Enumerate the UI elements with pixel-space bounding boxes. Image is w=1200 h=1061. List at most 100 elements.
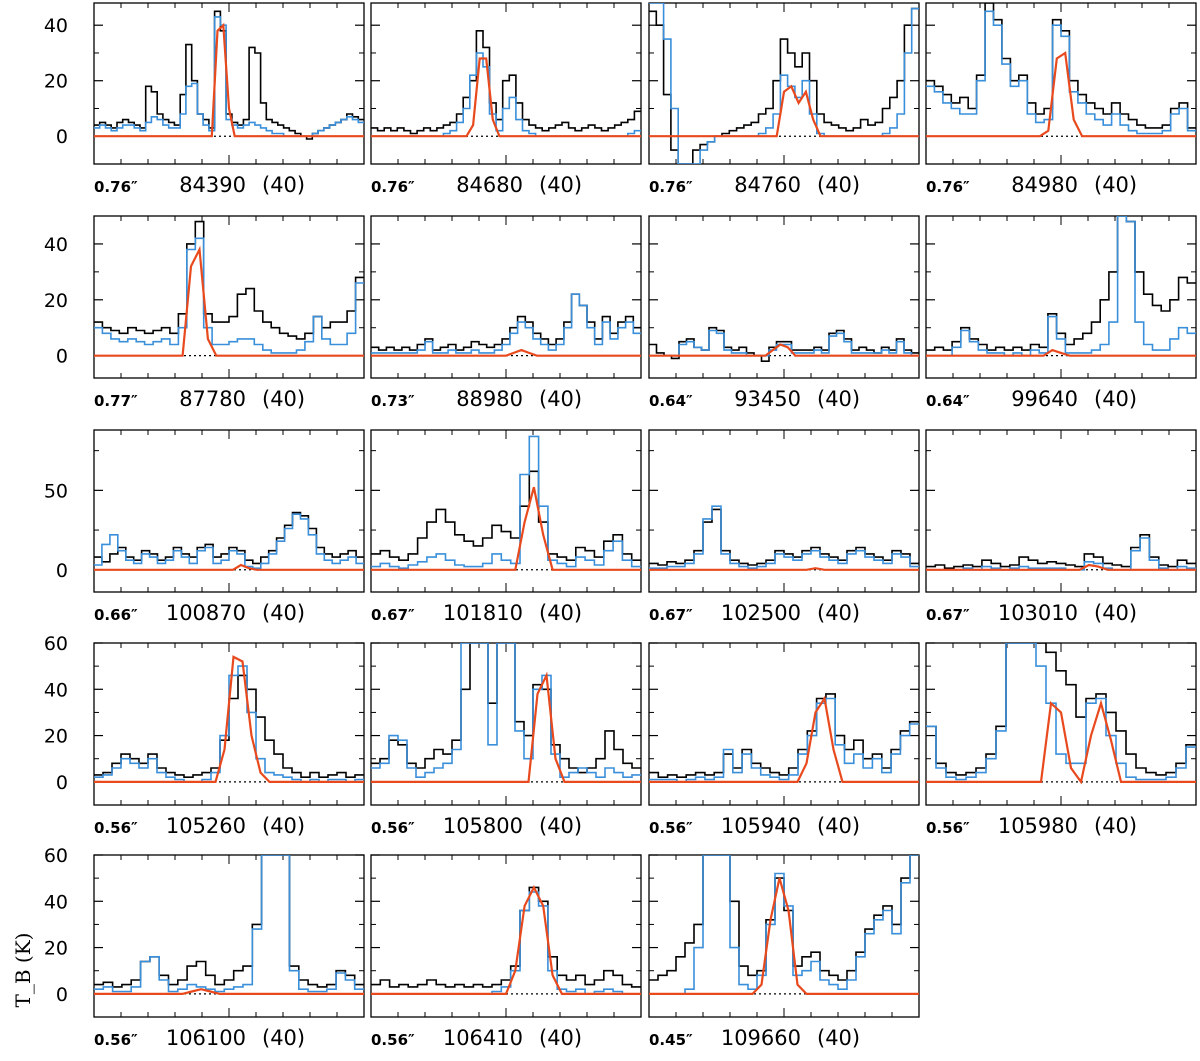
width-label: (40) xyxy=(1094,173,1137,197)
observed-spectrum-line xyxy=(371,470,641,561)
model-all-species-line xyxy=(94,513,364,569)
spectra-group xyxy=(649,855,919,995)
y-tick-label: 0 xyxy=(56,126,68,148)
width-label: (40) xyxy=(262,1026,305,1050)
y-tick-label: 20 xyxy=(44,290,68,312)
width-label: (40) xyxy=(262,814,305,838)
model-all-species-line xyxy=(371,643,641,778)
width-label: (40) xyxy=(539,601,582,625)
model-species-line xyxy=(926,563,1196,571)
y-axis-label: T_B (K) xyxy=(11,933,35,1008)
model-all-species-line xyxy=(649,855,919,995)
observed-spectrum-line xyxy=(94,220,364,340)
y-tick-label: 50 xyxy=(44,480,68,502)
frequency-label: 100870 xyxy=(166,601,246,625)
model-all-species-line xyxy=(94,855,364,993)
frequency-label: 105980 xyxy=(998,814,1078,838)
model-species-line xyxy=(649,695,919,783)
resolution-label: 0.56″ xyxy=(926,819,970,837)
resolution-label: 0.76″ xyxy=(926,178,970,196)
frequency-label: 106410 xyxy=(443,1026,523,1050)
width-label: (40) xyxy=(262,387,305,411)
panel-frame xyxy=(93,854,365,1018)
resolution-label: 0.64″ xyxy=(649,392,693,410)
observed-spectrum-line xyxy=(371,643,641,774)
resolution-label: 0.76″ xyxy=(371,178,415,196)
panel-84760 xyxy=(648,2,920,165)
resolution-label: 0.73″ xyxy=(371,392,415,410)
panel-88980 xyxy=(370,215,642,379)
spectra-group xyxy=(926,534,1196,571)
frequency-label: 84760 xyxy=(734,173,801,197)
resolution-label: 0.64″ xyxy=(926,392,970,410)
width-label: (40) xyxy=(817,1026,860,1050)
resolution-label: 0.76″ xyxy=(94,178,138,196)
width-label: (40) xyxy=(539,173,582,197)
panel-105260 xyxy=(93,642,365,806)
model-species-line xyxy=(94,563,364,571)
observed-spectrum-line xyxy=(649,7,919,164)
spectra-group xyxy=(371,643,641,783)
panel-105980 xyxy=(925,642,1197,806)
model-species-line xyxy=(926,699,1196,785)
panel-frame xyxy=(648,2,920,165)
frequency-label: 84980 xyxy=(1011,173,1078,197)
resolution-label: 0.56″ xyxy=(371,819,415,837)
width-label: (40) xyxy=(817,814,860,838)
y-tick-label: 20 xyxy=(44,71,68,93)
model-all-species-line xyxy=(649,505,919,569)
model-all-species-line xyxy=(926,643,1196,781)
observed-spectrum-line xyxy=(926,3,1196,129)
spectra-group xyxy=(649,326,919,362)
panel-87780 xyxy=(93,215,365,379)
panel-93450 xyxy=(648,215,920,379)
frequency-label: 84390 xyxy=(179,173,246,197)
model-all-species-line xyxy=(926,216,1196,357)
panel-frame xyxy=(370,2,642,165)
y-tick-label: 20 xyxy=(44,938,68,960)
model-species-line xyxy=(371,348,641,357)
panel-frame xyxy=(370,429,642,593)
model-species-line xyxy=(926,51,1196,138)
observed-spectrum-line xyxy=(371,293,641,351)
model-all-species-line xyxy=(94,16,364,137)
y-tick-label: 60 xyxy=(44,633,68,655)
panel-99640 xyxy=(925,215,1197,379)
panel-frame xyxy=(648,642,920,806)
frequency-label: 105940 xyxy=(721,814,801,838)
model-all-species-line xyxy=(649,329,919,357)
spectra-group xyxy=(94,511,364,571)
panel-100870 xyxy=(93,429,365,593)
panel-frame xyxy=(93,2,365,165)
model-species-line xyxy=(371,57,641,138)
y-tick-label: 0 xyxy=(56,772,68,794)
panel-frame xyxy=(648,429,920,593)
spectra-group xyxy=(926,3,1196,138)
width-label: (40) xyxy=(262,173,305,197)
frequency-label: 102500 xyxy=(721,601,801,625)
spectra-group xyxy=(649,505,919,571)
model-species-line xyxy=(371,884,641,995)
model-species-line xyxy=(926,348,1196,357)
y-tick-label: 0 xyxy=(56,560,68,582)
frequency-label: 88980 xyxy=(456,387,523,411)
model-all-species-line xyxy=(371,52,641,137)
width-label: (40) xyxy=(1094,601,1137,625)
observed-spectrum-line xyxy=(649,693,919,778)
y-tick-label: 20 xyxy=(44,726,68,748)
observed-spectrum-line xyxy=(371,30,641,135)
width-label: (40) xyxy=(1094,387,1137,411)
panel-frame xyxy=(93,429,365,593)
panel-106100 xyxy=(93,854,365,1018)
spectra-group xyxy=(371,435,641,571)
frequency-label: 87780 xyxy=(179,387,246,411)
panel-84390 xyxy=(93,2,365,165)
model-species-line xyxy=(94,245,364,357)
model-species-line xyxy=(94,988,364,995)
width-label: (40) xyxy=(1094,814,1137,838)
model-all-species-line xyxy=(649,697,919,783)
model-all-species-line xyxy=(649,3,919,164)
model-species-line xyxy=(371,486,641,571)
frequency-label: 84680 xyxy=(456,173,523,197)
